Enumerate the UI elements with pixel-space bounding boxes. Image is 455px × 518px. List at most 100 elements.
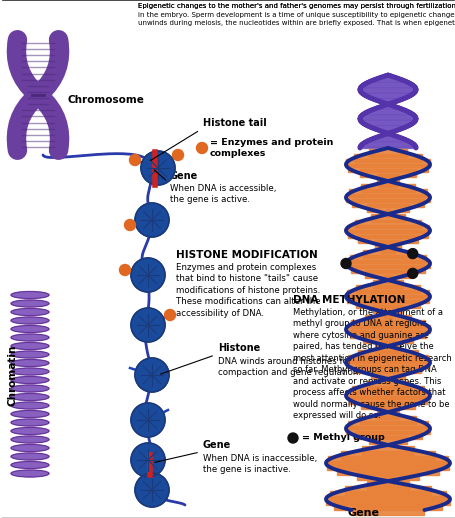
Bar bbox=[383, 310, 392, 318]
Circle shape bbox=[131, 258, 165, 292]
Bar bbox=[378, 179, 396, 187]
Bar bbox=[349, 189, 426, 197]
Ellipse shape bbox=[11, 377, 49, 383]
Bar bbox=[350, 320, 424, 328]
Bar bbox=[359, 169, 415, 177]
Text: Enzymes and protein complexes
that bind to histone "tails" cause
modifications o: Enzymes and protein complexes that bind … bbox=[176, 263, 320, 318]
Text: When DNA is accessible,
the gene is active.: When DNA is accessible, the gene is acti… bbox=[170, 184, 276, 204]
Bar bbox=[368, 436, 406, 444]
Circle shape bbox=[131, 403, 165, 437]
FancyArrowPatch shape bbox=[40, 97, 60, 150]
Circle shape bbox=[141, 151, 175, 185]
Bar bbox=[374, 346, 400, 353]
Bar bbox=[364, 315, 410, 323]
Circle shape bbox=[288, 433, 298, 443]
Text: HISTONE MODIFICATION: HISTONE MODIFICATION bbox=[176, 250, 317, 260]
Bar bbox=[352, 385, 423, 394]
Bar bbox=[346, 295, 428, 303]
Text: DNA METHYLATION: DNA METHYLATION bbox=[293, 295, 404, 305]
Circle shape bbox=[119, 265, 130, 276]
Bar bbox=[385, 209, 389, 218]
Text: When DNA is inaccessible,
the gene is inactive.: When DNA is inaccessible, the gene is in… bbox=[202, 454, 317, 474]
Ellipse shape bbox=[11, 470, 49, 477]
Ellipse shape bbox=[11, 292, 49, 298]
Bar bbox=[360, 184, 414, 192]
Bar bbox=[349, 255, 425, 263]
Text: unwinds during meiosis, the nucleotides within are briefly exposed. That is when: unwinds during meiosis, the nucleotides … bbox=[138, 20, 455, 26]
Text: Epigenetic changes to the mother's and father's genomes may persist through fert: Epigenetic changes to the mother's and f… bbox=[138, 3, 455, 9]
Text: Histone tail: Histone tail bbox=[202, 118, 266, 128]
Bar bbox=[347, 229, 427, 238]
Bar bbox=[325, 496, 449, 505]
Bar bbox=[372, 280, 402, 288]
Ellipse shape bbox=[11, 359, 49, 367]
Bar bbox=[346, 361, 428, 368]
Bar bbox=[357, 235, 417, 242]
Bar bbox=[329, 491, 445, 499]
Bar bbox=[345, 325, 429, 333]
Ellipse shape bbox=[11, 342, 49, 350]
Bar bbox=[362, 335, 412, 343]
Bar bbox=[350, 265, 424, 273]
Circle shape bbox=[164, 309, 175, 321]
Ellipse shape bbox=[11, 309, 49, 315]
Bar bbox=[356, 300, 419, 308]
FancyArrowPatch shape bbox=[16, 97, 36, 150]
Bar bbox=[364, 270, 410, 278]
Bar bbox=[370, 370, 404, 379]
Bar bbox=[378, 406, 396, 414]
Circle shape bbox=[340, 258, 350, 268]
Ellipse shape bbox=[11, 394, 49, 400]
Bar bbox=[368, 149, 406, 157]
Circle shape bbox=[407, 268, 417, 278]
Bar bbox=[346, 159, 429, 167]
Ellipse shape bbox=[11, 317, 49, 324]
Text: Chromatin: Chromatin bbox=[8, 344, 18, 406]
Bar bbox=[374, 240, 400, 248]
Bar bbox=[357, 350, 417, 358]
Bar bbox=[353, 154, 421, 162]
Circle shape bbox=[135, 358, 169, 392]
Ellipse shape bbox=[11, 351, 49, 358]
Bar bbox=[376, 411, 398, 419]
Bar bbox=[360, 401, 414, 409]
Bar bbox=[383, 275, 392, 283]
Bar bbox=[359, 416, 415, 424]
Ellipse shape bbox=[11, 334, 49, 341]
Bar bbox=[380, 244, 394, 253]
Bar bbox=[347, 355, 427, 364]
Bar bbox=[356, 470, 419, 480]
Ellipse shape bbox=[11, 462, 49, 468]
Circle shape bbox=[131, 308, 165, 342]
Ellipse shape bbox=[11, 385, 49, 392]
Bar bbox=[381, 476, 393, 484]
Bar bbox=[333, 500, 441, 510]
Bar bbox=[348, 164, 427, 172]
Ellipse shape bbox=[11, 368, 49, 375]
Bar bbox=[366, 205, 409, 212]
Bar bbox=[356, 285, 419, 293]
Text: = Enzymes and protein
complexes: = Enzymes and protein complexes bbox=[210, 138, 333, 158]
Bar bbox=[361, 445, 413, 454]
Circle shape bbox=[196, 142, 207, 153]
Bar bbox=[367, 481, 408, 490]
Circle shape bbox=[129, 154, 140, 165]
Bar bbox=[328, 455, 447, 465]
Bar bbox=[349, 396, 426, 404]
Bar bbox=[326, 461, 448, 469]
Circle shape bbox=[172, 150, 183, 161]
Text: Methylation, or the attachment of a
methyl group to DNA at regions
where cytosin: Methylation, or the attachment of a meth… bbox=[293, 308, 451, 420]
Ellipse shape bbox=[11, 402, 49, 409]
Bar bbox=[340, 451, 435, 459]
Bar bbox=[366, 381, 409, 388]
Ellipse shape bbox=[11, 419, 49, 426]
Bar bbox=[348, 421, 427, 429]
Text: = Methyl group: = Methyl group bbox=[301, 434, 384, 442]
Bar bbox=[349, 330, 425, 338]
Text: in the embryo. Sperm development is a time of unique susceptibility to epigeneti: in the embryo. Sperm development is a ti… bbox=[138, 11, 455, 18]
Bar bbox=[352, 199, 423, 207]
Text: DNA winds around histones for
compaction and gene regulation.: DNA winds around histones for compaction… bbox=[217, 357, 360, 377]
Ellipse shape bbox=[11, 436, 49, 443]
Bar bbox=[346, 290, 428, 298]
Bar bbox=[346, 224, 428, 233]
